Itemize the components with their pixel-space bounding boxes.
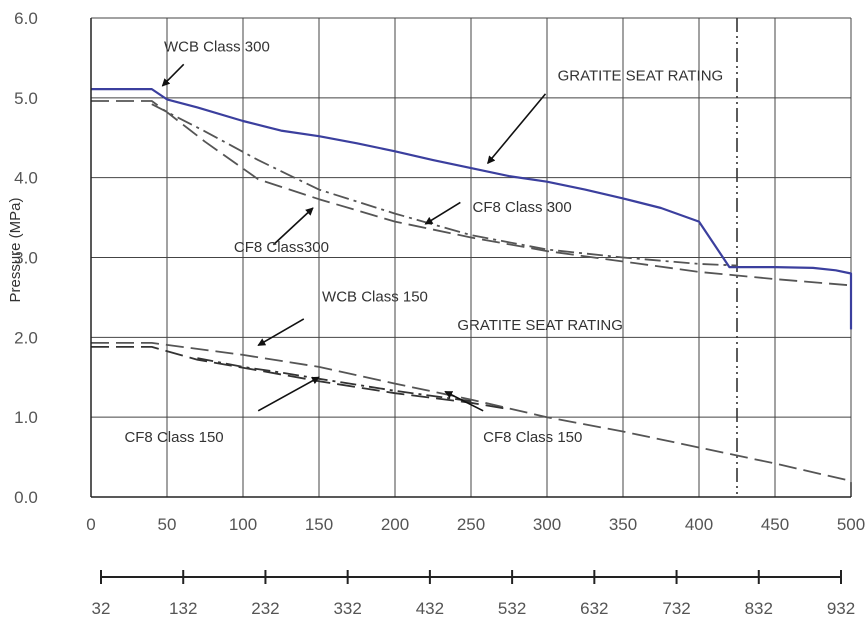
- annotation-label: WCB Class 300: [164, 39, 270, 56]
- annotation-label: GRATITE SEAT RATING: [457, 317, 623, 334]
- secondary-tick-label: 432: [416, 599, 444, 618]
- annotation-label: CF8 Class 150: [483, 429, 582, 446]
- x-tick-label: 50: [158, 515, 177, 534]
- annotation-arrows: [161, 63, 547, 412]
- x-tick-label: 150: [305, 515, 333, 534]
- x-tick-label: 100: [229, 515, 257, 534]
- x-tick-label: 500: [837, 515, 865, 534]
- secondary-tick-label: 32: [92, 599, 111, 618]
- annotation-arrow: [272, 207, 314, 246]
- secondary-tick-label: 732: [662, 599, 690, 618]
- x-tick-label: 300: [533, 515, 561, 534]
- annotation-label: GRATITE SEAT RATING: [558, 67, 724, 84]
- y-tick-label: 2.0: [14, 328, 38, 347]
- annotation-arrow: [257, 376, 320, 412]
- x-tick-label: 250: [457, 515, 485, 534]
- y-axis-label: Pressure (MPa): [7, 197, 24, 302]
- series-line: [151, 103, 738, 267]
- y-tick-label: 6.0: [14, 9, 38, 28]
- annotation-arrow: [444, 390, 484, 412]
- y-tick-label: 1.0: [14, 408, 38, 427]
- annotation-label: WCB Class 150: [322, 288, 428, 305]
- y-tick-label: 5.0: [14, 89, 38, 108]
- x-tick-label: 450: [761, 515, 789, 534]
- secondary-tick-label: 332: [333, 599, 361, 618]
- annotation-arrow: [487, 93, 547, 165]
- axes: 0 50 100 150 200 250 300 350 400 450 500 0.0 1.0 2.0 3…: [14, 9, 865, 618]
- y-tick-label: 3.0: [14, 249, 38, 268]
- annotation-arrow: [161, 63, 185, 87]
- secondary-tick-label: 232: [251, 599, 279, 618]
- secondary-tick-label: 832: [745, 599, 773, 618]
- series-lines: [91, 18, 853, 497]
- annotation-label: CF8 Class 300: [473, 199, 572, 216]
- y-tick-label: 4.0: [14, 169, 38, 188]
- x-tick-label: 400: [685, 515, 713, 534]
- x-tick-label: 0: [86, 515, 95, 534]
- annotation-arrow: [424, 201, 461, 225]
- annotation-arrow: [257, 318, 305, 347]
- annotation-label: CF8 Class 150: [124, 429, 223, 446]
- annotation-label: CF8 Class300: [234, 239, 329, 256]
- series-line: [91, 345, 510, 411]
- secondary-tick-label: 932: [827, 599, 855, 618]
- series-line: [91, 341, 852, 497]
- secondary-tick-label: 132: [169, 599, 197, 618]
- x-tick-label: 200: [381, 515, 409, 534]
- x-tick-label: 350: [609, 515, 637, 534]
- series-line: [91, 100, 852, 287]
- series-line: [91, 87, 853, 330]
- labels: Pressure (MPa) WCB Class 300 GRATITE SEAT…: [7, 39, 723, 446]
- y-tick-label: 0.0: [14, 488, 38, 507]
- series-line: [197, 357, 472, 403]
- secondary-tick-label: 532: [498, 599, 526, 618]
- secondary-tick-label: 632: [580, 599, 608, 618]
